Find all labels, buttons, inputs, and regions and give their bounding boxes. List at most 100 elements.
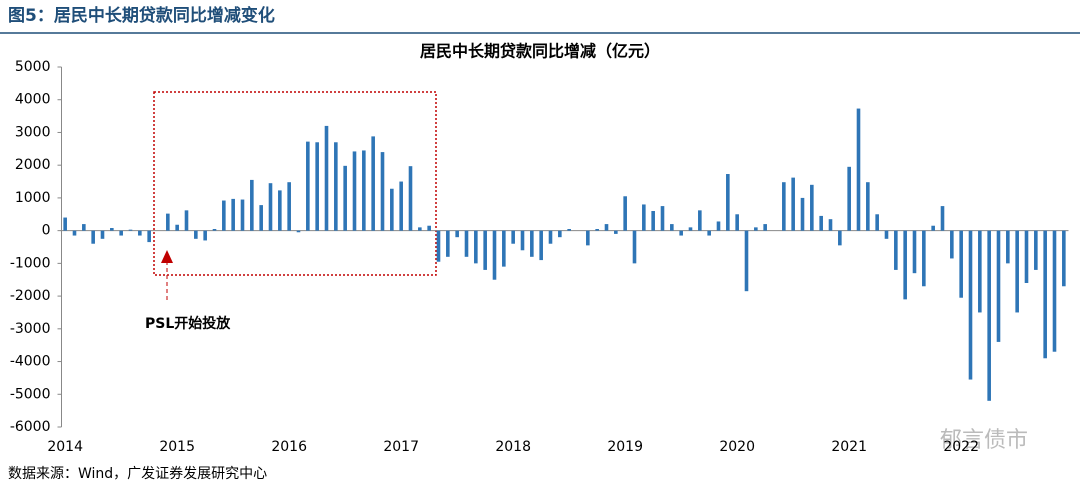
- y-tick-label: 4000: [15, 92, 51, 108]
- bar: [315, 142, 319, 231]
- bar: [175, 224, 179, 231]
- bar: [1062, 230, 1066, 287]
- bar: [530, 230, 534, 257]
- y-tick-label: 5000: [15, 59, 51, 75]
- bar: [912, 230, 917, 274]
- bar: [296, 230, 301, 233]
- bar: [399, 181, 403, 231]
- watermark: 郁言债市: [940, 428, 1028, 453]
- bar: [287, 182, 291, 231]
- bar: [1006, 230, 1010, 264]
- bar: [147, 230, 151, 243]
- bar: [222, 200, 226, 231]
- bar: [1043, 230, 1047, 359]
- bar: [847, 166, 851, 231]
- bar: [567, 229, 571, 231]
- bar: [408, 166, 413, 231]
- bar: [446, 230, 450, 257]
- bar: [856, 108, 861, 231]
- bar: [390, 188, 394, 231]
- bar: [884, 230, 889, 239]
- x-tick-label: 2022: [943, 439, 979, 455]
- bar: [688, 227, 693, 231]
- annotation: PSL开始投放: [145, 315, 231, 332]
- bar: [651, 211, 655, 231]
- bar: [91, 230, 95, 244]
- y-tick-label: -5000: [10, 386, 51, 402]
- bar: [82, 224, 86, 231]
- bar: [343, 165, 347, 231]
- bar: [922, 230, 926, 287]
- bar: [735, 214, 739, 231]
- bar: [996, 230, 1001, 342]
- y-tick-label: -3000: [10, 321, 51, 337]
- y-tick-label: 1000: [15, 190, 51, 206]
- bar: [203, 230, 207, 241]
- bar: [670, 224, 674, 231]
- x-tick-label: 2017: [383, 439, 419, 455]
- bar: [520, 230, 525, 251]
- bar: [492, 230, 497, 280]
- bar: [614, 230, 618, 234]
- bar: [978, 230, 982, 313]
- bar: [278, 190, 282, 231]
- bar: [782, 182, 786, 231]
- bar: [763, 224, 767, 231]
- bar: [707, 230, 711, 236]
- bar: [950, 230, 954, 259]
- x-tick-label: 2015: [159, 439, 195, 455]
- bar: [240, 199, 245, 231]
- x-tick-label: 2020: [719, 439, 755, 455]
- bar: [810, 184, 814, 231]
- bar: [595, 229, 599, 231]
- bar: [754, 227, 758, 231]
- x-tick-label: 2014: [47, 439, 83, 455]
- x-tick-label: 2018: [495, 439, 531, 455]
- bar: [306, 141, 310, 231]
- bar: [1034, 230, 1038, 270]
- bar: [642, 204, 646, 231]
- bar: [558, 230, 562, 238]
- annotation-arrow: [161, 250, 173, 263]
- bar: [604, 224, 609, 231]
- bar: [128, 229, 133, 231]
- bar: [72, 230, 77, 236]
- bar: [586, 230, 590, 246]
- bar: [875, 214, 879, 231]
- bar: [548, 230, 553, 244]
- bar: [119, 230, 123, 236]
- bar: [1015, 230, 1019, 313]
- bar: [894, 230, 898, 270]
- bar: [268, 183, 273, 231]
- bar: [474, 230, 478, 264]
- bar: [324, 125, 329, 231]
- bar: [726, 174, 730, 231]
- bar: [623, 196, 627, 231]
- bar: [716, 221, 721, 231]
- bar: [828, 219, 833, 231]
- bar: [866, 182, 870, 231]
- bar: [968, 230, 973, 380]
- bar: [418, 227, 422, 231]
- bar: [166, 213, 170, 231]
- x-tick-label: 2016: [271, 439, 307, 455]
- bar: [259, 205, 263, 231]
- bar: [660, 206, 665, 231]
- bar: [1024, 230, 1029, 283]
- x-tick-label: 2019: [607, 439, 643, 455]
- bar: [231, 198, 235, 231]
- y-tick-label: 2000: [15, 157, 51, 173]
- bar: [931, 225, 935, 231]
- y-tick-label: 0: [42, 223, 51, 239]
- bar: [940, 206, 945, 231]
- bar: [250, 179, 254, 231]
- bar: [1052, 230, 1057, 352]
- bar: [483, 230, 487, 270]
- bar: [380, 152, 385, 231]
- chart-title: 居民中长期贷款同比增减（亿元）: [420, 42, 660, 61]
- bar: [539, 230, 543, 261]
- bar: [838, 230, 842, 246]
- y-tick-label: -2000: [10, 288, 51, 304]
- bar: [436, 230, 441, 262]
